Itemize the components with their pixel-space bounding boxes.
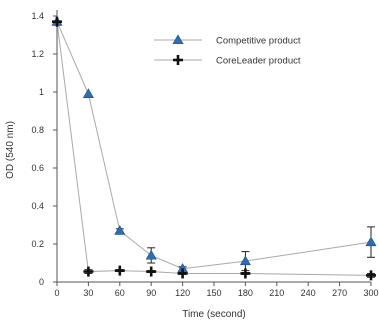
series-competitive-product bbox=[51, 16, 377, 273]
series-line bbox=[56, 21, 372, 270]
data-point bbox=[114, 225, 126, 235]
x-tick-label: 240 bbox=[301, 288, 316, 298]
y-tick-label: 0.4 bbox=[31, 201, 44, 211]
y-tick-label: 1 bbox=[39, 87, 44, 97]
data-point bbox=[83, 266, 94, 277]
x-tick-label: 0 bbox=[54, 288, 59, 298]
data-point bbox=[366, 270, 376, 281]
x-tick-label: 270 bbox=[332, 288, 347, 298]
legend: Competitive product CoreLeader product bbox=[154, 34, 301, 67]
x-tick-label: 90 bbox=[146, 288, 156, 298]
x-tick-label: 30 bbox=[83, 288, 93, 298]
y-tick-label: 0.6 bbox=[31, 163, 44, 173]
series-line bbox=[56, 21, 372, 276]
data-point bbox=[82, 88, 94, 98]
x-tick-label: 120 bbox=[175, 288, 190, 298]
data-point bbox=[145, 249, 157, 260]
y-tick-label: 0.2 bbox=[31, 239, 44, 249]
x-tick-label: 60 bbox=[115, 288, 125, 298]
x-tick-label: 150 bbox=[206, 288, 221, 298]
data-point bbox=[146, 266, 157, 277]
y-tick-label: 1.4 bbox=[31, 11, 44, 21]
data-point bbox=[114, 265, 125, 276]
data-point bbox=[240, 268, 251, 279]
legend-label: CoreLeader product bbox=[216, 56, 301, 67]
series-coreleader-product bbox=[52, 16, 376, 281]
y-tick-label: 0.8 bbox=[31, 125, 44, 135]
x-tick-label: 210 bbox=[269, 288, 284, 298]
x-tick-label: 300 bbox=[363, 288, 378, 298]
data-point bbox=[239, 255, 251, 266]
y-axis-label: OD (540 nm) bbox=[5, 121, 16, 179]
x-axis-label: Time (second) bbox=[182, 309, 246, 320]
legend-marker bbox=[173, 55, 183, 65]
legend-marker bbox=[172, 34, 184, 45]
y-tick-label: 0 bbox=[39, 277, 44, 287]
y-tick-label: 1.2 bbox=[31, 49, 44, 59]
data-point bbox=[365, 236, 377, 247]
legend-label: Competitive product bbox=[216, 36, 301, 47]
series-layer bbox=[51, 16, 377, 281]
data-point bbox=[177, 268, 188, 279]
axes: 0 30 60 90 120 150 180 210 240 270 300 0 0.2 0.4 0.6 0.… bbox=[31, 10, 379, 298]
x-tick-label: 180 bbox=[238, 288, 253, 298]
data-point bbox=[52, 16, 62, 27]
